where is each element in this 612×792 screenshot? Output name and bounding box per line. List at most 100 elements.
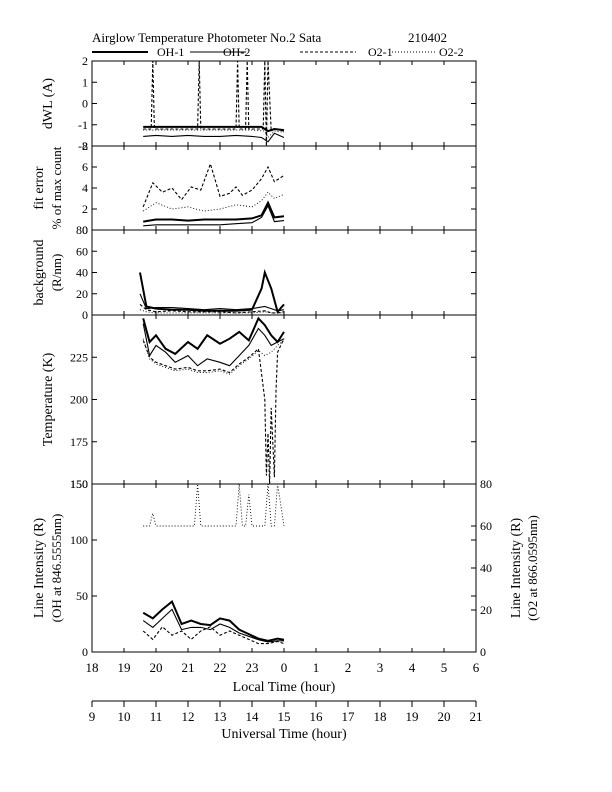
series-o2-2 — [142, 191, 285, 212]
y-right-tick-label: 0 — [480, 645, 486, 659]
series-o2-2 — [143, 484, 285, 527]
y-tick-label: 80 — [76, 223, 88, 237]
y-tick-label: 20 — [76, 287, 88, 301]
series-o2-2 — [142, 338, 285, 375]
universal-time-tick-label: 17 — [342, 709, 356, 724]
y-tick-label: 2 — [82, 202, 88, 216]
y-axis-label: Temperature (K) — [41, 352, 56, 446]
plot-panels: -2 -1 0 1 2 dWL (A) 0 2 4 6 8 fit error% of max cou… — [32, 54, 540, 659]
panel-dwl: -2 -1 0 1 2 dWL (A) — [41, 54, 477, 153]
y-tick-label: 4 — [82, 181, 88, 195]
series-o2-1 — [142, 625, 285, 645]
universal-time-tick-label: 9 — [89, 709, 96, 724]
panel-series — [142, 484, 285, 645]
y-tick-label: 200 — [70, 393, 88, 407]
series-o2-1 — [139, 303, 285, 314]
y-tick-label: 225 — [70, 350, 88, 364]
y-tick-label: 8 — [82, 139, 88, 153]
series-oh-2 — [143, 204, 285, 227]
local-time-tick-label: 18 — [86, 660, 99, 675]
y-axis-label: background — [32, 239, 47, 305]
universal-time-tick-label: 10 — [118, 709, 131, 724]
universal-time-tick-label: 15 — [278, 709, 291, 724]
series-o2-2 — [143, 129, 285, 139]
y-tick-label: 50 — [76, 589, 88, 603]
chart-date: 210402 — [408, 30, 447, 45]
universal-time-tick-label: 19 — [406, 709, 419, 724]
local-time-tick-label: 23 — [246, 660, 259, 675]
legend: OH-1 OH-2 O2-1 O2-2 — [92, 45, 464, 59]
legend-label-oh-2: OH-2 — [223, 45, 250, 59]
series-oh-2 — [142, 323, 285, 367]
universal-time-tick-label: 16 — [310, 709, 324, 724]
panel-series — [142, 316, 285, 484]
y-tick-label: 150 — [70, 477, 88, 491]
legend-label-oh-1: OH-1 — [157, 45, 184, 59]
y-tick-label: 40 — [76, 266, 88, 280]
local-time-tick-label: 6 — [473, 660, 480, 675]
local-time-tick-label: 0 — [281, 660, 288, 675]
y-tick-label: 150 — [70, 477, 88, 491]
universal-time-tick-label: 18 — [374, 709, 387, 724]
local-time-tick-label: 5 — [441, 660, 448, 675]
y-tick-label: -1 — [78, 118, 88, 132]
local-time-axis-label: Local Time (hour) — [233, 680, 336, 695]
y-axis-label: (OH at 846.5555nm) — [49, 514, 64, 623]
local-time-tick-label: 21 — [182, 660, 195, 675]
y-tick-label: 6 — [82, 160, 88, 174]
universal-time-tick-label: 11 — [150, 709, 163, 724]
local-time-tick-label: 2 — [345, 660, 352, 675]
universal-time-tick-label: 20 — [438, 709, 451, 724]
y-right-tick-label: 80 — [480, 477, 492, 491]
series-oh-2 — [139, 293, 285, 312]
panel-frame — [91, 229, 477, 316]
panel-series — [139, 269, 285, 314]
local-time-tick-label: 4 — [409, 660, 416, 675]
series-oh-1 — [142, 599, 285, 642]
panel-fit: 0 2 4 6 8 fit error% of max count — [32, 139, 477, 237]
local-time-tick-label: 3 — [377, 660, 384, 675]
universal-time-tick-label: 14 — [246, 709, 260, 724]
series-oh-1 — [139, 269, 285, 314]
y-tick-label: -2 — [78, 139, 88, 153]
series-oh-1 — [143, 125, 285, 133]
panel-temp: 150 175 200 225 Temperature (K) — [41, 314, 477, 491]
series-oh-1 — [143, 200, 285, 223]
local-time-tick-label: 1 — [313, 660, 320, 675]
panel-series — [142, 162, 285, 227]
y-axis-label: % of max count — [49, 146, 64, 229]
universal-time-tick-label: 21 — [470, 709, 483, 724]
universal-time-tick-label: 13 — [214, 709, 227, 724]
y-axis-label: Line Intensity (R) — [32, 518, 47, 619]
series-o2-1 — [143, 61, 285, 146]
y-axis-label: fit error — [32, 166, 47, 209]
y-tick-label: 0 — [82, 308, 88, 322]
y-tick-label: 0 — [82, 645, 88, 659]
legend-label-o2-1: O2-1 — [368, 45, 393, 59]
y-tick-label: 1 — [82, 75, 88, 89]
local-time-tick-label: 19 — [118, 660, 131, 675]
y-tick-label: 0 — [82, 223, 88, 237]
panel-frame — [91, 483, 477, 653]
series-oh-2 — [142, 608, 284, 643]
panel-frame — [91, 60, 477, 147]
panel-series — [143, 61, 285, 146]
local-time-tick-label: 22 — [214, 660, 227, 675]
series-o2-1 — [142, 162, 285, 208]
y-axis-label-right: (O2 at 866.0595nm) — [525, 515, 540, 621]
y-tick-label: 2 — [82, 54, 88, 68]
y-tick-label: 60 — [76, 244, 88, 258]
universal-time-tick-label: 12 — [182, 709, 195, 724]
panel-frame — [91, 145, 477, 231]
y-right-tick-label: 20 — [480, 603, 492, 617]
y-right-tick-label: 40 — [480, 561, 492, 575]
y-tick-label: 100 — [70, 533, 88, 547]
y-tick-label: 0 — [82, 97, 88, 111]
chart-title: Airglow Temperature Photometer No.2 Sata — [92, 30, 322, 45]
panel-bg: 0 20 40 60 80 background (R/nm) — [32, 223, 477, 322]
y-axis-label: dWL (A) — [41, 78, 56, 130]
universal-time-axis-label: Universal Time (hour) — [221, 727, 347, 742]
